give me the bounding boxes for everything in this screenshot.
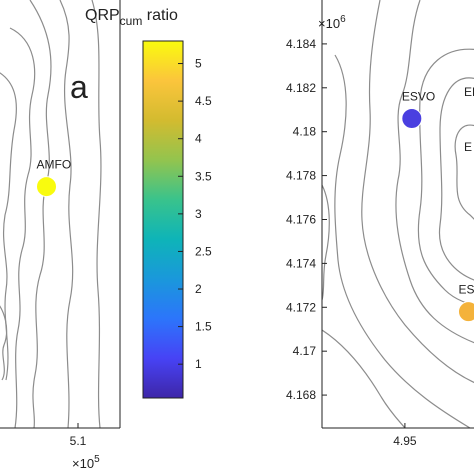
y-tick-label: 4.17 — [293, 344, 317, 358]
station-marker — [457, 301, 474, 323]
colorbar: QRPcum ratio 1 1.5 2 2.5 3 3.5 4 4.5 5 — [85, 7, 212, 399]
panel-a-x-exponent: ×105 — [72, 454, 100, 471]
colorbar-tick-label: 4.5 — [195, 94, 212, 108]
y-tick-label: 4.168 — [286, 388, 316, 402]
station-label: ESVO — [402, 90, 435, 104]
colorbar-tick-label: 2.5 — [195, 244, 212, 258]
panel-b-y-exponent: ×106 — [318, 14, 346, 31]
y-tick-label: 4.174 — [286, 256, 316, 270]
x-tick-label: 5.1 — [70, 434, 87, 448]
y-tick-label: 4.178 — [286, 169, 316, 183]
colorbar-ticks: 1 1.5 2 2.5 3 3.5 4 4.5 5 — [178, 57, 212, 371]
station-marker — [36, 176, 57, 198]
panel-a-xticks: 5.1 — [70, 423, 87, 448]
y-tick-label: 4.182 — [286, 81, 316, 95]
y-tick-label: 4.184 — [286, 37, 316, 51]
colorbar-tick-label: 5 — [195, 57, 202, 71]
colorbar-title: QRPcum ratio — [85, 7, 178, 28]
station-label: E — [464, 140, 472, 154]
panel-a-label: a — [70, 69, 88, 105]
station-label: EP — [464, 85, 474, 99]
y-tick-label: 4.172 — [286, 300, 316, 314]
panel-a-points: AMFO — [36, 158, 72, 198]
panel-a: AMFO a 5.1 ×105 — [0, 0, 121, 471]
panel-b-contours — [322, 0, 474, 428]
colorbar-gradient — [142, 40, 184, 399]
panel-b: ESVO EP E ESL 4.168 4.17 4.172 4.174 4.176 4.178… — [286, 0, 474, 448]
colorbar-tick-label: 3 — [195, 207, 202, 221]
y-tick-label: 4.176 — [286, 212, 316, 226]
colorbar-tick-label: 1 — [195, 357, 202, 371]
panel-b-yticks: 4.168 4.17 4.172 4.174 4.176 4.178 4.18 4.182 4.… — [286, 37, 327, 402]
panel-a-contours — [0, 0, 102, 428]
station-marker — [401, 108, 423, 130]
y-tick-label: 4.18 — [293, 125, 317, 139]
colorbar-tick-label: 2 — [195, 282, 202, 296]
panel-b-points: ESVO EP E ESL — [401, 85, 474, 323]
station-label: AMFO — [37, 158, 72, 172]
station-label: ESL — [458, 283, 474, 297]
colorbar-tick-label: 1.5 — [195, 320, 212, 334]
colorbar-tick-label: 3.5 — [195, 169, 212, 183]
panel-b-xticks: 4.95 — [393, 423, 417, 448]
x-tick-label: 4.95 — [393, 434, 417, 448]
colorbar-tick-label: 4 — [195, 132, 202, 146]
